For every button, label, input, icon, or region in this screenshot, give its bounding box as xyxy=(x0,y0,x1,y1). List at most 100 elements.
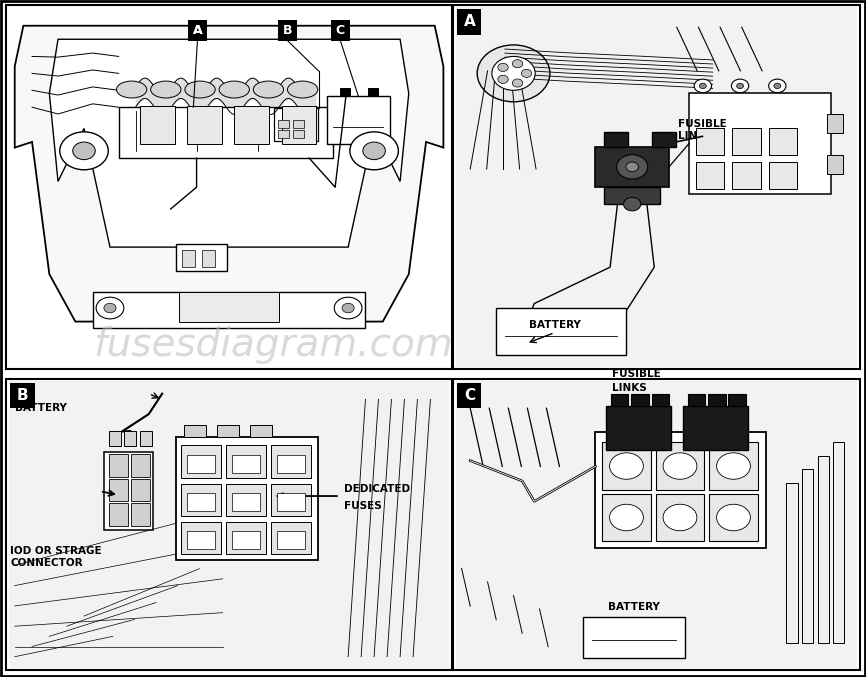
Bar xyxy=(457,383,481,408)
Circle shape xyxy=(73,142,95,160)
Bar xyxy=(6,379,452,670)
Circle shape xyxy=(60,132,108,170)
Bar xyxy=(457,9,481,35)
Bar xyxy=(131,503,151,526)
Text: BATTERY: BATTERY xyxy=(529,320,580,330)
Bar xyxy=(6,5,452,369)
Bar xyxy=(187,494,216,511)
Text: BATTERY: BATTERY xyxy=(608,602,660,612)
Text: LINKS: LINKS xyxy=(612,383,647,393)
Bar xyxy=(327,96,390,144)
Bar xyxy=(769,162,798,189)
Bar xyxy=(232,494,261,511)
Bar xyxy=(709,494,758,541)
Text: A: A xyxy=(192,24,203,37)
Bar xyxy=(733,128,761,155)
Bar xyxy=(656,442,704,489)
Bar xyxy=(104,452,153,531)
Text: DEDICATED: DEDICATED xyxy=(345,483,410,494)
Circle shape xyxy=(700,83,707,89)
Bar xyxy=(294,120,305,128)
Ellipse shape xyxy=(184,81,215,98)
Ellipse shape xyxy=(151,81,181,98)
Bar xyxy=(235,106,269,144)
Bar xyxy=(611,394,629,406)
Circle shape xyxy=(498,75,508,83)
Text: FUSIBLE: FUSIBLE xyxy=(677,119,727,129)
Text: fusesdiagram.com: fusesdiagram.com xyxy=(93,326,453,364)
Bar xyxy=(603,494,650,541)
Circle shape xyxy=(663,453,697,479)
Bar xyxy=(596,146,669,187)
Bar xyxy=(278,120,289,128)
Bar xyxy=(696,128,725,155)
Circle shape xyxy=(610,453,643,479)
Bar xyxy=(709,442,758,489)
Bar xyxy=(786,483,798,643)
Ellipse shape xyxy=(117,81,147,98)
Text: C: C xyxy=(464,388,475,403)
Text: B: B xyxy=(283,24,292,37)
Text: B: B xyxy=(16,388,29,403)
Bar xyxy=(108,479,128,501)
Text: FUSES: FUSES xyxy=(345,501,382,511)
Bar xyxy=(10,383,35,408)
Bar xyxy=(119,107,333,158)
Bar xyxy=(181,483,222,516)
Bar xyxy=(232,455,261,473)
Circle shape xyxy=(695,79,712,93)
Bar xyxy=(277,531,305,549)
Ellipse shape xyxy=(253,81,283,98)
Bar xyxy=(294,131,305,139)
Bar xyxy=(277,455,305,473)
Bar xyxy=(453,5,860,369)
Bar xyxy=(184,425,206,437)
Circle shape xyxy=(663,504,697,531)
Bar xyxy=(187,106,222,144)
Bar xyxy=(339,88,350,96)
Circle shape xyxy=(624,198,641,211)
Bar xyxy=(140,106,175,144)
Bar xyxy=(226,483,267,516)
Bar xyxy=(187,455,216,473)
Bar xyxy=(226,521,267,554)
Polygon shape xyxy=(15,26,443,322)
Text: C: C xyxy=(336,24,345,37)
Bar xyxy=(9,381,449,668)
Bar xyxy=(651,394,669,406)
Circle shape xyxy=(492,56,535,90)
Text: FUSIBLE: FUSIBLE xyxy=(612,369,662,379)
Bar xyxy=(689,93,831,194)
Bar xyxy=(277,494,305,511)
Ellipse shape xyxy=(288,81,318,98)
Bar xyxy=(93,292,365,328)
Bar xyxy=(606,406,671,450)
Bar xyxy=(108,454,128,477)
Text: LINK: LINK xyxy=(677,131,705,141)
Bar xyxy=(179,292,279,322)
Bar xyxy=(827,155,843,174)
Bar xyxy=(769,128,798,155)
Bar xyxy=(652,131,676,146)
Bar xyxy=(827,114,843,133)
Bar xyxy=(456,381,857,668)
Bar xyxy=(183,250,196,267)
Bar xyxy=(131,454,151,477)
Circle shape xyxy=(104,303,116,313)
Bar xyxy=(682,406,747,450)
Bar xyxy=(368,88,378,96)
Bar xyxy=(281,106,316,144)
Circle shape xyxy=(342,303,354,313)
Bar xyxy=(275,108,318,141)
Circle shape xyxy=(96,297,124,319)
Bar xyxy=(802,470,813,643)
Bar xyxy=(603,442,650,489)
Circle shape xyxy=(363,142,385,160)
Bar xyxy=(108,503,128,526)
Circle shape xyxy=(477,45,550,102)
Circle shape xyxy=(610,504,643,531)
Bar xyxy=(250,425,272,437)
Bar xyxy=(496,308,626,355)
Bar xyxy=(278,131,289,139)
Ellipse shape xyxy=(219,81,249,98)
